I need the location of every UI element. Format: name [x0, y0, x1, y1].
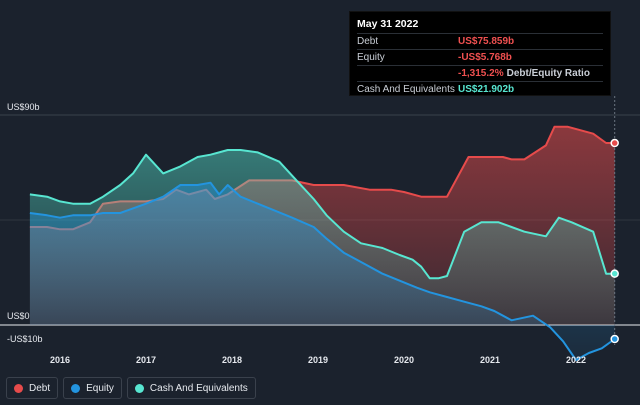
tooltip-debt-value: US$75.859b — [458, 36, 515, 47]
endpoint-equity — [610, 334, 619, 344]
chart-area: US$90b US$0 -US$10b 2016 2017 2018 2019 … — [0, 11, 640, 365]
legend: Debt Equity Cash And Equivalents — [0, 377, 640, 401]
y-tick-label-zero: US$0 — [7, 311, 30, 321]
tooltip-equity-row: Equity -US$5.768b — [357, 49, 603, 65]
legend-item-debt[interactable]: Debt — [6, 377, 59, 399]
debt-dot-icon — [14, 383, 23, 393]
tooltip-cash-label: Cash And Equivalents — [357, 84, 455, 95]
tooltip-ratio-row: -1,315.2% Debt/Equity Ratio — [357, 65, 603, 81]
tooltip-cash-value: US$21.902b — [458, 84, 515, 95]
tooltip: May 31 2022 Debt US$75.859b Equity -US$5… — [349, 11, 611, 96]
tooltip-cash-row: Cash And Equivalents US$21.902b — [357, 81, 603, 97]
x-tick-2017: 2017 — [135, 355, 157, 365]
legend-item-cash[interactable]: Cash And Equivalents — [126, 377, 256, 399]
tooltip-debt-label: Debt — [357, 36, 379, 47]
tooltip-equity-label: Equity — [357, 52, 385, 63]
x-tick-2021: 2021 — [479, 355, 501, 365]
area-equity — [29, 182, 615, 360]
cash-dot-icon — [134, 383, 144, 393]
tooltip-ratio-label: Debt/Equity Ratio — [506, 68, 590, 79]
legend-cash-label: Cash And Equivalents — [149, 382, 248, 394]
legend-item-equity[interactable]: Equity — [63, 377, 122, 399]
x-tick-2018: 2018 — [221, 355, 243, 365]
endpoint-cash-and-equivalents — [610, 269, 619, 278]
endpoint-debt — [610, 138, 619, 148]
legend-debt-label: Debt — [29, 382, 51, 394]
x-tick-2019: 2019 — [307, 355, 329, 365]
tooltip-date: May 31 2022 — [357, 18, 419, 30]
tooltip-debt-row: Debt US$75.859b — [357, 33, 603, 49]
equity-dot-icon — [71, 383, 81, 393]
line-cash-and-equivalents — [29, 149, 615, 280]
x-tick-2020: 2020 — [393, 355, 415, 365]
legend-equity-label: Equity — [86, 382, 114, 394]
y-tick-label-bottom: -US$10b — [7, 334, 43, 344]
line-equity — [29, 181, 616, 361]
tooltip-equity-value: -US$5.768b — [458, 52, 512, 63]
tooltip-ratio-value: -1,315.2% — [458, 68, 504, 79]
y-tick-label-top: US$90b — [7, 102, 40, 112]
x-tick-2022: 2022 — [565, 355, 587, 365]
debt-equity-chart — [0, 96, 640, 361]
x-tick-2016: 2016 — [49, 355, 71, 365]
